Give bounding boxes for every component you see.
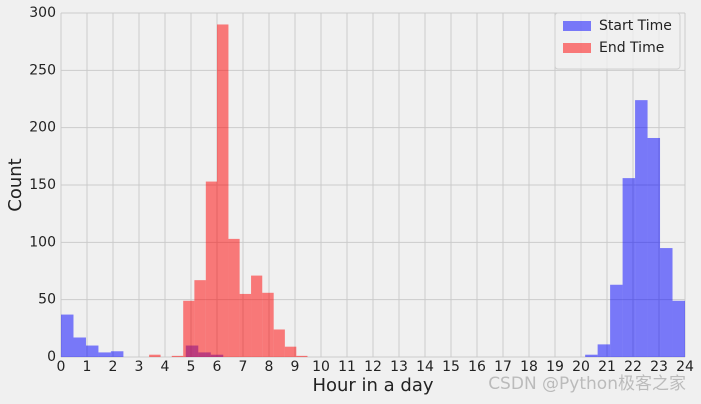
bar — [273, 329, 285, 357]
y-tick-label: 0 — [47, 349, 56, 365]
bar — [228, 238, 240, 357]
x-tick-label: 10 — [312, 359, 330, 375]
y-tick-label: 300 — [29, 5, 56, 21]
bar — [597, 344, 611, 357]
y-tick-label: 200 — [29, 120, 56, 136]
watermark: CSDN @Python极客之家 — [488, 374, 686, 394]
bar — [217, 24, 229, 357]
bar — [647, 137, 661, 357]
x-tick-label: 18 — [520, 359, 538, 375]
bar — [622, 178, 636, 357]
x-tick-label: 5 — [187, 359, 196, 375]
x-tick-label: 14 — [416, 359, 434, 375]
x-tick-label: 8 — [265, 359, 274, 375]
bar — [61, 314, 74, 357]
x-tick-label: 1 — [83, 359, 92, 375]
y-tick-label: 250 — [29, 62, 56, 78]
bar — [85, 345, 99, 357]
y-tick-label: 50 — [38, 292, 56, 308]
x-tick-label: 24 — [676, 359, 694, 375]
bar — [183, 300, 195, 357]
x-tick-label: 15 — [442, 359, 460, 375]
legend-label: Start Time — [599, 18, 672, 34]
x-tick-label: 2 — [109, 359, 118, 375]
bar — [205, 181, 217, 357]
bar — [251, 275, 263, 357]
bar — [262, 292, 274, 357]
x-tick-label: 0 — [57, 359, 66, 375]
bar — [672, 300, 685, 357]
bar — [635, 100, 648, 357]
x-tick-label: 9 — [291, 359, 300, 375]
x-tick-label: 3 — [135, 359, 144, 375]
x-tick-label: 13 — [390, 359, 408, 375]
x-tick-label: 4 — [161, 359, 170, 375]
x-tick-label: 6 — [213, 359, 222, 375]
bar — [149, 354, 161, 357]
y-axis-label: Count — [5, 158, 26, 211]
x-tick-label: 22 — [624, 359, 642, 375]
y-tick-label: 150 — [29, 177, 56, 193]
bar — [660, 248, 673, 357]
bar — [171, 355, 184, 357]
bar — [284, 346, 297, 357]
legend-swatch — [563, 21, 591, 31]
x-tick-label: 16 — [468, 359, 486, 375]
bar — [73, 337, 86, 357]
bar — [239, 293, 252, 357]
x-tick-label: 23 — [650, 359, 668, 375]
x-tick-label: 20 — [572, 359, 590, 375]
bar — [98, 352, 111, 357]
x-tick-label: 12 — [364, 359, 382, 375]
legend: Start Time End Time — [554, 12, 681, 70]
x-tick-label: 17 — [494, 359, 512, 375]
bar — [194, 280, 206, 357]
bar — [585, 354, 598, 357]
legend-label: End Time — [599, 40, 664, 56]
y-tick-label: 100 — [29, 234, 56, 250]
bar — [296, 355, 308, 357]
x-axis-label: Hour in a day — [312, 375, 433, 396]
x-tick-label: 21 — [598, 359, 616, 375]
x-tick-label: 19 — [546, 359, 564, 375]
x-tick-label: 11 — [338, 359, 356, 375]
legend-swatch — [563, 43, 591, 53]
bar — [610, 284, 623, 357]
bar — [110, 351, 124, 357]
x-tick-label: 7 — [239, 359, 248, 375]
